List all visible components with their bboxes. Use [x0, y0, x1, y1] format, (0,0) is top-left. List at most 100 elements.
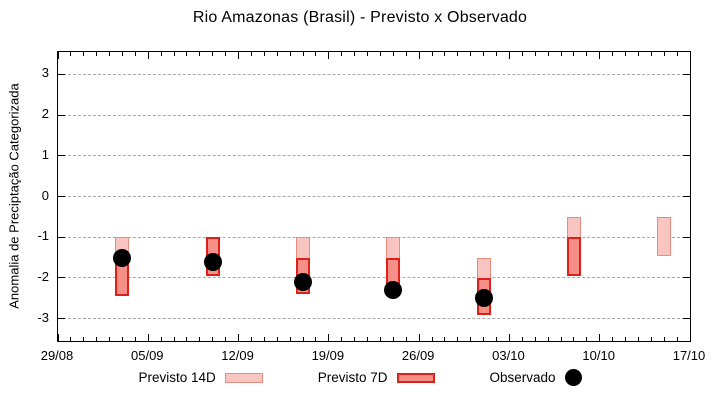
x-axis-tick — [328, 52, 330, 59]
y-axis-tick — [683, 196, 690, 197]
x-axis-tick — [354, 52, 356, 56]
x-axis-tick — [689, 334, 691, 341]
x-axis-tick — [160, 52, 162, 56]
observado-point — [294, 272, 313, 291]
y-axis-tick — [58, 318, 65, 320]
y-axis-tick — [58, 236, 65, 238]
x-axis-tick — [496, 337, 498, 341]
x-axis-tick — [508, 334, 510, 341]
y-axis-tick — [683, 277, 690, 279]
x-axis-tick — [315, 52, 317, 56]
x-axis-tick — [57, 334, 59, 341]
x-axis-tick — [444, 52, 446, 56]
x-axis-tick — [431, 52, 433, 56]
x-axis-tick — [250, 337, 252, 341]
x-axis-tick — [599, 334, 601, 341]
x-axis-tick — [650, 337, 652, 341]
x-axis-tick — [663, 337, 665, 341]
x-axis-tick — [637, 337, 639, 341]
x-axis-tick — [470, 52, 472, 56]
gridline — [58, 155, 690, 157]
x-axis-tick — [263, 337, 265, 341]
x-axis-tick — [109, 337, 111, 341]
x-axis-tick — [496, 52, 498, 56]
x-axis-tick — [637, 52, 639, 56]
x-axis-tick — [663, 52, 665, 56]
x-axis-tick — [367, 337, 369, 341]
x-axis-tick — [83, 337, 85, 341]
x-tick-label: 03/10 — [492, 348, 525, 363]
x-axis-tick — [508, 52, 510, 59]
x-axis-tick — [534, 52, 536, 56]
y-tick-label: -1 — [37, 228, 49, 244]
gridline — [58, 196, 690, 197]
x-axis-tick — [367, 52, 369, 56]
x-axis-tick — [70, 52, 72, 56]
x-axis-tick — [173, 337, 175, 341]
y-axis-tick — [683, 318, 690, 320]
x-axis-tick — [457, 337, 459, 341]
x-axis-tick — [57, 52, 59, 59]
y-tick-label: 1 — [41, 146, 49, 162]
y-axis-tick — [58, 73, 65, 75]
y-axis-tick — [683, 236, 690, 238]
y-axis-tick — [58, 277, 65, 279]
gridline — [58, 114, 690, 116]
x-axis-tick — [612, 337, 614, 341]
x-axis-tick — [289, 52, 291, 56]
x-axis-tick — [612, 52, 614, 56]
x-axis-tick — [625, 52, 626, 56]
x-axis-tick — [689, 52, 691, 59]
previsto-7d-bar — [566, 237, 581, 276]
chart-title: Rio Amazonas (Brasil) - Previsto x Obser… — [192, 9, 528, 26]
x-axis-tick — [276, 337, 278, 341]
x-axis-tick — [483, 52, 485, 56]
legend-item-previsto-14d: Previsto 14D — [138, 370, 263, 385]
x-tick-label: 10/10 — [582, 348, 615, 363]
x-axis-tick — [199, 337, 201, 341]
x-axis-tick — [70, 337, 72, 341]
legend-item-observado: Observado — [490, 369, 582, 386]
observado-point — [474, 289, 493, 308]
x-axis-tick — [573, 52, 575, 56]
gridline — [58, 277, 690, 279]
x-axis-tick — [444, 337, 446, 341]
x-axis-tick — [341, 52, 343, 56]
x-axis-tick — [328, 334, 330, 341]
x-axis-tick — [238, 334, 240, 341]
x-axis-tick — [199, 52, 201, 56]
x-axis-tick — [186, 337, 188, 341]
x-axis-tick — [418, 334, 420, 341]
gridline — [58, 236, 690, 238]
x-axis-tick — [650, 52, 652, 56]
x-axis-tick — [405, 52, 407, 56]
x-axis-tick — [341, 337, 343, 341]
x-axis-tick — [96, 337, 98, 341]
y-tick-label: -2 — [37, 268, 49, 284]
x-axis-tick — [121, 52, 123, 56]
y-axis-tick — [683, 155, 690, 157]
observado-dot-icon — [564, 369, 582, 386]
legend-item-previsto-7d: Previsto 7D — [318, 370, 435, 385]
x-axis-tick — [302, 52, 304, 56]
x-axis-tick — [457, 52, 459, 56]
legend-label-previsto-14d: Previsto 14D — [138, 370, 216, 385]
legend-label-previsto-7d: Previsto 7D — [317, 370, 388, 385]
x-tick-label: 26/09 — [401, 348, 435, 363]
previsto-7d-swatch-icon — [396, 372, 435, 383]
x-axis-tick — [96, 52, 98, 56]
legend: Previsto 14D Previsto 7D Observado — [0, 369, 720, 386]
x-axis-tick — [121, 337, 123, 341]
x-axis-tick — [147, 334, 149, 341]
x-axis-tick — [586, 337, 588, 341]
x-axis-tick — [212, 337, 214, 341]
x-axis-tick — [405, 337, 407, 341]
x-tick-label: 19/09 — [311, 348, 345, 363]
x-axis-tick — [586, 52, 588, 56]
x-axis-tick — [134, 337, 136, 341]
x-axis-tick — [418, 52, 420, 59]
x-axis-tick — [599, 52, 601, 59]
x-axis-tick — [276, 52, 278, 56]
x-axis-tick — [560, 337, 562, 341]
